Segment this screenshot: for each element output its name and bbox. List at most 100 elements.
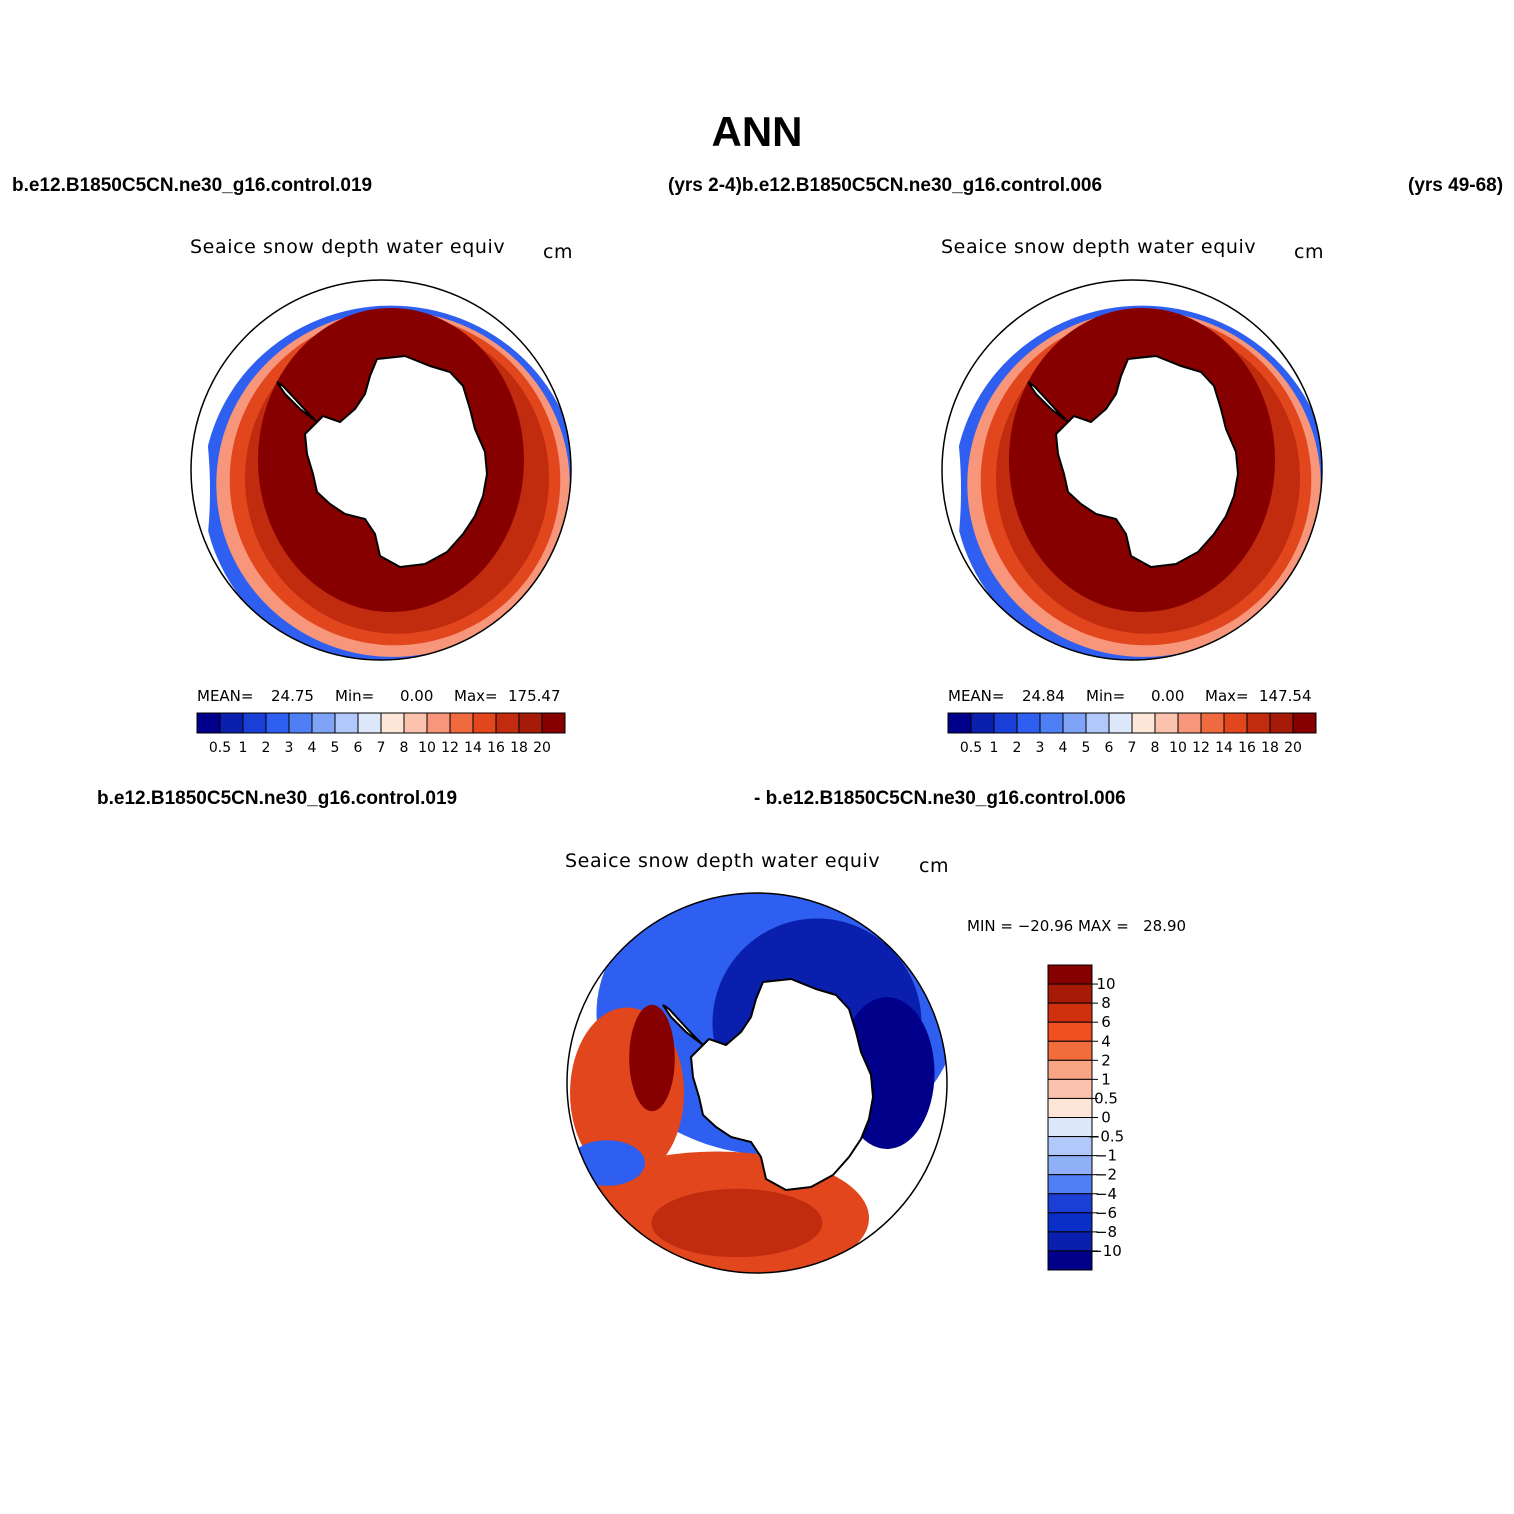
panel2-colorbar-tick-label: 14 (1215, 740, 1233, 756)
panel1-colorbar-swatch (403, 712, 428, 734)
panel2-field (942, 280, 1322, 660)
diff-panel-title: Seaice snow depth water equiv (565, 850, 881, 872)
panel2-colorbar-tick-label: 16 (1238, 740, 1256, 756)
diff-minmax: MIN = −20.96 MAX = 28.90 (967, 917, 1187, 935)
panel1-colorbar-tick-label: 10 (418, 740, 436, 756)
panel2-colorbar-tick-label: 18 (1261, 740, 1279, 756)
panel1-colorbar-swatch (426, 712, 451, 734)
panel1-colorbar-tick-label: 18 (510, 740, 528, 756)
diff-colorbar-swatch (1047, 1097, 1093, 1118)
diff-colorbar-tick-label: 0 (1101, 1109, 1111, 1127)
diff-colorbar-swatch (1047, 1059, 1093, 1080)
panel2-colorbar-swatch (1292, 712, 1317, 734)
diff-peninsula-outline (662, 1004, 704, 1046)
panel2-colorbar-swatch (1062, 712, 1087, 734)
panel1-mean-value: 24.75 (271, 687, 314, 705)
panel2-colorbar-swatch (1108, 712, 1133, 734)
diff-colorbar-swatch (1047, 1250, 1093, 1271)
diff-colorbar-swatch (1047, 964, 1093, 985)
panel1-colorbar-tick-label: 12 (441, 740, 459, 756)
panel2-max-label: Max= (1205, 687, 1249, 705)
diff-darkred-west (629, 1004, 675, 1112)
panel2-colorbar-tick-label: 1 (990, 740, 999, 756)
panel2-colorbar-tick-label: 12 (1192, 740, 1210, 756)
diff-colorbar-tick-label: −2 (1095, 1166, 1117, 1184)
diff-map-border (566, 892, 948, 1274)
panel2-peninsula-outline (1027, 381, 1069, 423)
diff-colorbar-swatch (1047, 1002, 1093, 1023)
diff-panel-units: cm (919, 855, 950, 877)
panel2-title: Seaice snow depth water equiv (941, 236, 1257, 258)
case-label-top-middle: (yrs 2-4)b.e12.B1850C5CN.ne30_g16.contro… (668, 175, 1103, 196)
diff-antarctica-outline (689, 977, 875, 1192)
diff-darkred-south (651, 1188, 823, 1258)
panel2-colorbar-tick-label: 2 (1013, 740, 1022, 756)
diff-colorbar-tick-label: −1 (1095, 1147, 1117, 1165)
panel1-colorbar-swatch (219, 712, 244, 734)
diff-colorbar-tick-label: −4 (1095, 1185, 1117, 1203)
case-label-diff-right: - b.e12.B1850C5CN.ne30_g16.control.006 (754, 788, 1126, 809)
panel1-colorbar-swatch (265, 712, 290, 734)
diff-colorbar-tick-label: −8 (1095, 1223, 1117, 1241)
panel2-colorbar-tick-label: 5 (1082, 740, 1091, 756)
panel2-colorbar-swatch (1131, 712, 1156, 734)
panel2-colorbar-swatch (1039, 712, 1064, 734)
diff-colorbar-swatch (1047, 1193, 1093, 1214)
panel1-colorbar-tick-label: 4 (308, 740, 317, 756)
diff-colorbar-tick-label: 0.5 (1094, 1089, 1118, 1107)
panel2-colorbar-tick-label: 6 (1105, 740, 1114, 756)
panel2-min-label: Min= (1086, 687, 1126, 705)
diff-colorbar-tick-label: 2 (1101, 1051, 1111, 1069)
panel2-colorbar-swatch (947, 712, 972, 734)
diff-colorbar-tick-label: 6 (1101, 1013, 1111, 1031)
panel2-colorbar-tick-label: 10 (1169, 740, 1187, 756)
panel1-colorbar-tick-label: 14 (464, 740, 482, 756)
panel1-colorbar-swatch (495, 712, 520, 734)
panel1-max-label: Max= (454, 687, 498, 705)
panel1-colorbar-tick-label: 1 (239, 740, 248, 756)
panel2-colorbar-tick-label: 8 (1151, 740, 1160, 756)
diff-colorbar-tick-label: 10 (1096, 975, 1115, 993)
panel1-colorbar-swatch (541, 712, 566, 734)
panel2-colorbar-tick-label: 7 (1128, 740, 1137, 756)
diff-colorbar-tick-label: 1 (1101, 1070, 1111, 1088)
diff-colorbar-swatch (1047, 1136, 1093, 1157)
diff-colorbar-tick-label: −10 (1090, 1242, 1122, 1260)
case-label-top-left: b.e12.B1850C5CN.ne30_g16.control.019 (12, 175, 373, 196)
panel1-colorbar-tick-label: 3 (285, 740, 294, 756)
diff-colorbar-swatch (1047, 1040, 1093, 1061)
diff-field (567, 893, 947, 1273)
panel2-colorbar-tick-label: 3 (1036, 740, 1045, 756)
panel1-colorbar-swatch (357, 712, 382, 734)
diff-colorbar-tick-label: −0.5 (1088, 1128, 1124, 1146)
panel2-colorbar-swatch (1200, 712, 1225, 734)
panel1-colorbar-swatch (472, 712, 497, 734)
panel1-field (191, 280, 571, 660)
panel2-mean-value: 24.84 (1022, 687, 1065, 705)
panel2-colorbar-swatch (1223, 712, 1248, 734)
panel1-colorbar-swatch (242, 712, 267, 734)
diff-colorbar-swatch (1047, 1155, 1093, 1176)
panel1-colorbar-tick-label: 7 (377, 740, 386, 756)
diff-colorbar-swatch (1047, 1212, 1093, 1233)
panel1-colorbar-swatch (449, 712, 474, 734)
panel1-colorbar-tick-label: 8 (400, 740, 409, 756)
diff-colorbar-tick-label: 4 (1101, 1032, 1111, 1050)
panel1-title: Seaice snow depth water equiv (190, 236, 506, 258)
diff-colorbar-swatch (1047, 1231, 1093, 1252)
panel2-colorbar-swatch (970, 712, 995, 734)
panel2-max-value: 147.54 (1259, 687, 1312, 705)
panel2-min-value: 0.00 (1151, 687, 1185, 705)
panel1-min-label: Min= (335, 687, 375, 705)
panel2-colorbar-swatch (993, 712, 1018, 734)
figure-title: ANN (711, 108, 803, 155)
panel1-colorbar-swatch (518, 712, 543, 734)
diff-colorbar-tick-label: −6 (1095, 1204, 1117, 1222)
case-label-diff-left: b.e12.B1850C5CN.ne30_g16.control.019 (97, 788, 458, 809)
panel2-colorbar-swatch (1177, 712, 1202, 734)
panel2-map-border (941, 279, 1323, 661)
panel2-colorbar-swatch (1269, 712, 1294, 734)
panel1-colorbar-tick-label: 2 (262, 740, 271, 756)
panel1-colorbar-tick-label: 20 (533, 740, 551, 756)
